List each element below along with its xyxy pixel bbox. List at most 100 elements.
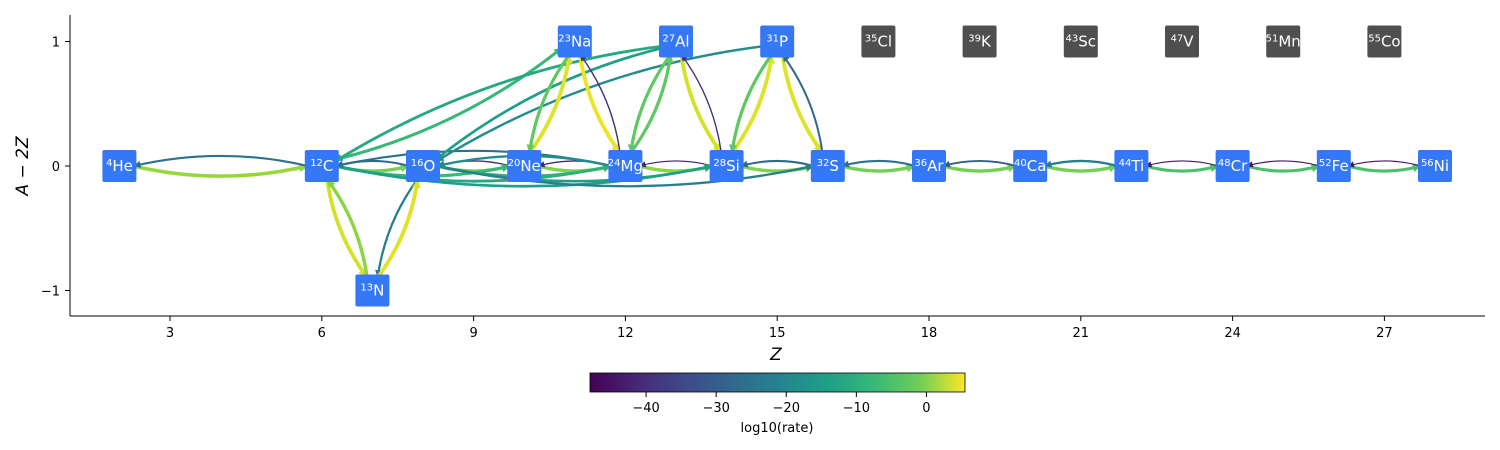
nuclide-box	[406, 150, 440, 182]
x-tick-label: 6	[318, 326, 326, 341]
reaction-edge	[639, 160, 713, 167]
y-ticks: 1 0 −1	[41, 36, 70, 300]
nuclide-box	[760, 25, 795, 58]
x-tick-label: 24	[1224, 326, 1241, 341]
nuclide-label: 36Ar	[914, 157, 944, 175]
nuclide-box	[1063, 25, 1098, 58]
nuclide-box	[1367, 25, 1402, 58]
nuclide-box	[355, 274, 390, 307]
y-axis-label: A − 2Z	[13, 136, 33, 196]
nuclide-node-s32: 32S	[810, 150, 845, 182]
colorbar: −40 −30 −20 −10 0 log10(rate)	[589, 372, 966, 436]
colorbar-tick-label: −40	[632, 401, 659, 416]
nuclide-label: 16O	[411, 157, 436, 175]
reaction-edge	[1347, 160, 1422, 167]
x-tick-label: 15	[769, 326, 786, 341]
nuclide-box	[102, 150, 137, 182]
x-tick-label: 27	[1376, 326, 1393, 341]
nuclide-box	[557, 25, 592, 58]
reaction-edge	[781, 53, 824, 154]
reaction-edge	[841, 159, 916, 168]
nuclide-node-na23: 23Na	[557, 25, 592, 58]
reaction-edge	[730, 54, 774, 155]
reaction-edge	[376, 178, 419, 278]
nuclide-label: 39K	[968, 33, 992, 51]
nuclide-label: 48Cr	[1218, 157, 1248, 175]
x-axis-label: Z	[769, 345, 782, 365]
nuclide-node-n13: 13N	[355, 274, 390, 307]
nuclide-label: 43Sc	[1066, 33, 1097, 51]
nuclide-nodes: 4He 12C 13N 16O 20Ne 23Na 24Mg 27Al 28Si 31P 32S 35…	[102, 25, 1452, 307]
nuclide-node-cl35: 35Cl	[861, 25, 896, 58]
nuclide-label: 4He	[106, 157, 133, 175]
reaction-edge	[942, 160, 1017, 167]
nuclide-label: 44Ti	[1119, 157, 1145, 175]
nuclide-node-si28: 28Si	[709, 150, 744, 182]
reaction-edge	[1246, 164, 1321, 173]
nuclide-label: 23Na	[558, 33, 591, 51]
reaction-arrowhead	[627, 144, 636, 154]
reaction-edge	[527, 53, 571, 154]
nuclide-label: 31P	[766, 33, 788, 51]
x-ticks: 3 6 9 12 15 18 21 24 27	[166, 316, 1393, 341]
nuclide-label: 55Co	[1368, 33, 1400, 51]
reaction-edge	[780, 54, 825, 155]
x-tick-label: 18	[921, 326, 938, 341]
nuclide-box	[304, 150, 339, 182]
nuclide-node-c12: 12C	[304, 150, 339, 182]
reaction-edge	[325, 177, 369, 278]
reaction-edge	[1246, 160, 1320, 167]
reaction-arrowhead	[412, 178, 421, 189]
reaction-edge	[578, 54, 622, 155]
plot-axes: 3 6 9 12 15 18 21 24 27 1 0 −1 Z A − 2Z	[13, 15, 1485, 365]
nuclide-label: 28Si	[713, 157, 739, 175]
reaction-edge	[679, 54, 723, 155]
nuclide-box	[1266, 25, 1301, 58]
reaction-edge	[629, 53, 673, 154]
nuclide-node-sc43: 43Sc	[1063, 25, 1098, 58]
colorbar-label: log10(rate)	[741, 421, 814, 436]
nuclide-node-al27: 27Al	[659, 25, 693, 58]
nuclide-node-o16: 16O	[406, 150, 440, 182]
reaction-edge	[325, 178, 369, 279]
nuclide-node-he4: 4He	[102, 150, 137, 182]
nuclide-box	[659, 25, 693, 58]
nuclide-node-mg24: 24Mg	[608, 150, 643, 182]
x-tick-label: 3	[166, 326, 174, 341]
nuclide-label: 32S	[817, 157, 839, 175]
nuclide-box	[962, 25, 997, 58]
reaction-edge	[680, 54, 722, 154]
nuclide-box	[1215, 150, 1250, 182]
reaction-edge	[434, 46, 664, 161]
nuclide-label: 35Cl	[865, 33, 892, 51]
colorbar-tick-label: −10	[843, 401, 870, 416]
colorbar-tick-label: 0	[922, 401, 930, 416]
nuclide-box	[1418, 150, 1452, 182]
reaction-edge	[436, 164, 815, 188]
colorbar-tick-label: −30	[702, 401, 729, 416]
reaction-edge	[1043, 164, 1118, 173]
x-tick-label: 21	[1073, 326, 1090, 341]
nuclide-box	[709, 150, 744, 182]
nuclide-node-ca40: 40Ca	[1013, 150, 1048, 182]
reaction-edge	[334, 44, 663, 163]
nuclide-box	[507, 150, 542, 182]
nuclide-label: 12C	[310, 157, 333, 175]
reaction-edge	[1043, 159, 1118, 168]
reaction-edge	[629, 54, 673, 154]
nuclide-node-cr48: 48Cr	[1215, 150, 1250, 182]
y-tick-label: 1	[52, 36, 60, 51]
colorbar-ticks: −40 −30 −20 −10 0	[632, 392, 931, 416]
nuclide-label: 40Ca	[1014, 157, 1046, 175]
reaction-arrowhead	[728, 144, 738, 154]
nuclide-node-co55: 55Co	[1367, 25, 1402, 58]
nuclide-box	[608, 150, 643, 182]
nuclide-label: 56Ni	[1421, 157, 1449, 175]
reaction-arrowhead	[526, 144, 535, 154]
reaction-edge	[942, 164, 1017, 173]
reaction-edge	[435, 44, 765, 163]
nuclide-box	[1114, 150, 1149, 182]
nuclide-node-ni56: 56Ni	[1418, 150, 1452, 182]
reaction-edge	[841, 164, 916, 173]
